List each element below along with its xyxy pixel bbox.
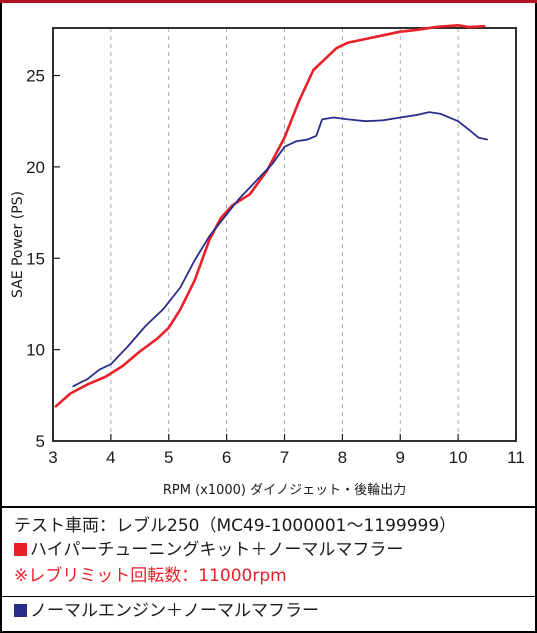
series-line-tuned (54, 24, 486, 408)
y-axis-ticks: 5 10 15 20 25 (26, 67, 60, 451)
legend-panel: テスト車両：レブル250（MC49-1000001～1199999） ハイパーチ… (2, 506, 535, 633)
legend-swatch-red (14, 543, 27, 556)
x-tick-label: 4 (106, 448, 115, 467)
x-tick-label: 9 (396, 448, 405, 467)
series-lines (54, 24, 488, 408)
legend-label-stock: ノーマルエンジン＋ノーマルマフラー (30, 601, 319, 621)
vehicle-info: テスト車両：レブル250（MC49-1000001～1199999） (14, 516, 457, 536)
grid-lines (110, 28, 459, 441)
y-tick-label: 5 (36, 432, 45, 451)
plot-area-border (52, 27, 517, 442)
y-axis-label: SAE Power (PS) (10, 191, 26, 298)
y-tick-label: 20 (26, 158, 45, 177)
legend-item-tuned: ハイパーチューニングキット＋ノーマルマフラー (14, 540, 403, 560)
legend-item-stock: ノーマルエンジン＋ノーマルマフラー (14, 601, 319, 621)
y-tick-label: 10 (26, 341, 45, 360)
top-accent-bar (0, 0, 537, 3)
x-axis-ticks: 3 4 5 6 7 8 9 10 11 (48, 434, 525, 467)
series-line-stock (72, 111, 488, 388)
x-axis-label: RPM (x1000) ダイノジェット・後輪出力 (163, 482, 406, 498)
y-tick-label: 15 (26, 249, 45, 268)
rev-limit-note: ※レブリミット回転数：11000rpm (14, 566, 287, 586)
x-tick-label: 8 (338, 448, 347, 467)
y-tick-label: 25 (26, 67, 45, 86)
legend-swatch-blue (14, 604, 27, 617)
x-tick-label: 6 (222, 448, 231, 467)
x-tick-label: 7 (280, 448, 289, 467)
x-tick-label: 10 (449, 448, 468, 467)
power-chart: 5 10 15 20 25 3 4 5 6 7 8 9 10 11 RPM (x1000) ダイノジェッ… (10, 24, 525, 498)
legend-label-tuned: ハイパーチューニングキット＋ノーマルマフラー (30, 540, 404, 560)
x-tick-label: 5 (164, 448, 173, 467)
x-tick-label: 11 (507, 448, 525, 467)
x-tick-label: 3 (48, 448, 57, 467)
legend-divider (2, 596, 535, 597)
